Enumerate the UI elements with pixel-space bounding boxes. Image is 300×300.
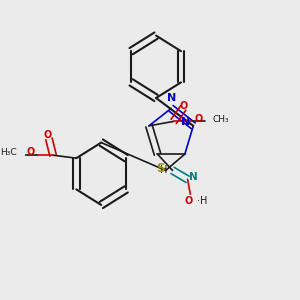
Text: O: O: [44, 130, 52, 140]
Text: CH₃: CH₃: [213, 115, 229, 124]
Text: ·H: ·H: [197, 196, 208, 206]
Text: N: N: [167, 93, 176, 103]
Text: S: S: [156, 162, 164, 175]
Text: H: H: [160, 165, 168, 176]
Text: H₃C: H₃C: [0, 148, 17, 157]
Text: O: O: [195, 114, 203, 124]
Text: N: N: [181, 117, 190, 127]
Text: O: O: [26, 147, 35, 157]
Text: O: O: [185, 196, 193, 206]
Text: N: N: [189, 172, 198, 182]
Text: O: O: [180, 100, 188, 111]
